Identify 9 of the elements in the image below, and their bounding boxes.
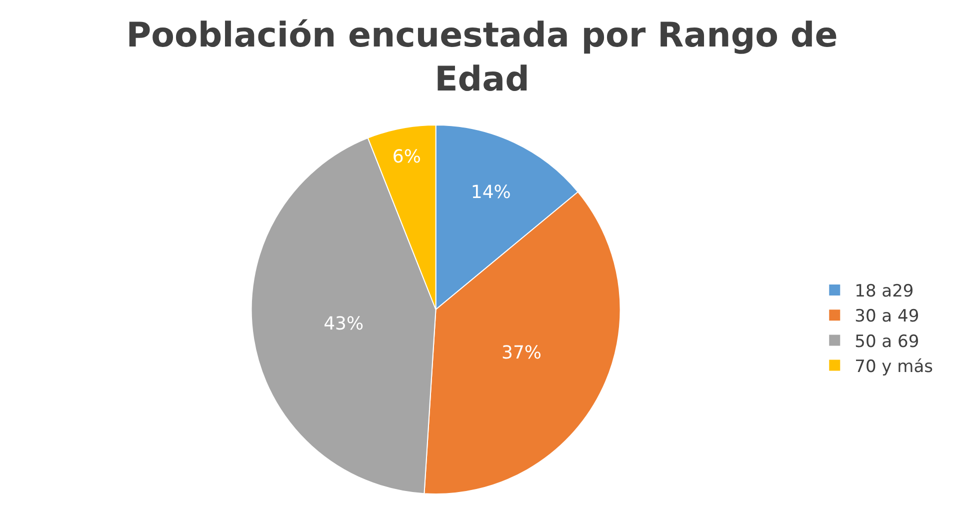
legend-label: 30 a 49 xyxy=(854,306,920,327)
legend-label: 18 a29 xyxy=(854,282,914,302)
data-label: 6% xyxy=(392,146,421,168)
legend-label: 50 a 69 xyxy=(854,332,920,352)
legend-label: 70 y más xyxy=(854,356,934,377)
chart-title: Pooblación encuestada por Rango de Edad xyxy=(126,15,838,100)
data-label: 37% xyxy=(502,342,542,364)
data-label: 43% xyxy=(324,314,364,335)
data-label: 14% xyxy=(470,182,511,203)
